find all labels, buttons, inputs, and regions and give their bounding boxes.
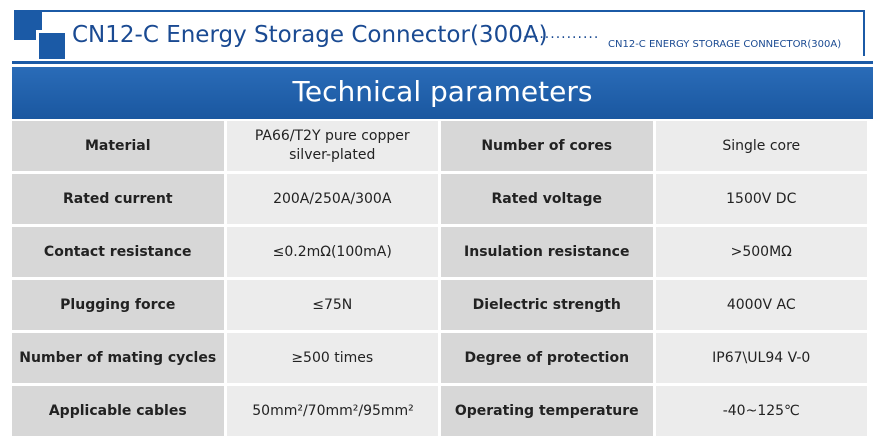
cell-text: Number of cores — [481, 137, 613, 154]
cell-text: Contact resistance — [43, 243, 192, 260]
param-value: 200A/250A/300A — [226, 174, 438, 224]
cell-text: Number of mating cycles — [19, 349, 217, 366]
header-title: CN12-C Energy Storage Connector(300A) — [72, 22, 548, 48]
param-label: Contact resistance — [12, 227, 224, 277]
param-value: 4000V AC — [655, 280, 867, 330]
cell-text: 50mm²/70mm²/95mm² — [252, 402, 414, 419]
cell-text: Plugging force — [60, 296, 176, 313]
cell-text: Material — [84, 137, 151, 154]
cell-text: 200A/250A/300A — [273, 190, 392, 207]
table-row: Rated current 200A/250A/300A Rated voltage… — [12, 174, 867, 224]
table-row: Material PA66/T2Y pure copper silver-plat… — [12, 121, 867, 171]
banner-title: Technical parameters — [12, 67, 873, 119]
param-label: Plugging force — [12, 280, 224, 330]
param-value: Single core — [655, 121, 867, 171]
param-label: Rated current — [12, 174, 224, 224]
logo — [36, 30, 68, 62]
param-value: PA66/T2Y pure copper silver-plated — [226, 121, 438, 171]
cell-text: 4000V AC — [726, 296, 796, 313]
cell-text: Single core — [722, 137, 801, 154]
param-label: Rated voltage — [441, 174, 653, 224]
param-label: Material — [12, 121, 224, 171]
cell-text: Insulation resistance — [464, 243, 630, 260]
param-label: Applicable cables — [12, 386, 224, 436]
param-value: IP67\UL94 V-0 — [655, 333, 867, 383]
table-row: Plugging force ≤75N Dielectric strength 400… — [12, 280, 867, 330]
table-row: Number of mating cycles ≥500 times Degree … — [12, 333, 867, 383]
param-label: Degree of protection — [441, 333, 653, 383]
param-label: Operating temperature — [441, 386, 653, 436]
param-value: >500MΩ — [655, 227, 867, 277]
cell-text: Degree of protection — [464, 349, 630, 366]
cell-text: ≤75N — [312, 296, 353, 313]
param-label: Dielectric strength — [441, 280, 653, 330]
cell-text: ≤0.2mΩ(100mA) — [272, 243, 392, 260]
param-label: Number of mating cycles — [12, 333, 224, 383]
param-value: 1500V DC — [655, 174, 867, 224]
table-row: Applicable cables 50mm²/70mm²/95mm² Operat… — [12, 386, 867, 436]
cell-text: Dielectric strength — [472, 296, 621, 313]
param-value: -40~125℃ — [655, 386, 867, 436]
param-value: ≤75N — [226, 280, 438, 330]
cell-text: >500MΩ — [730, 243, 792, 260]
param-value: 50mm²/70mm²/95mm² — [226, 386, 438, 436]
cell-text: IP67\UL94 V-0 — [712, 349, 811, 366]
cell-text: Applicable cables — [48, 402, 187, 419]
cell-text: 1500V DC — [726, 190, 797, 207]
table-row: Contact resistance ≤0.2mΩ(100mA) Insulatio… — [12, 227, 867, 277]
param-value: ≤0.2mΩ(100mA) — [226, 227, 438, 277]
dots: ·············· — [523, 30, 600, 46]
cell-text: ≥500 times — [291, 349, 374, 366]
cell-text: Rated current — [62, 190, 173, 207]
header-subtitle: CN12-C ENERGY STORAGE CONNECTOR(300A) — [608, 39, 842, 50]
header-frame — [14, 10, 865, 56]
spec-table: Material PA66/T2Y pure copper silver-plat… — [9, 118, 870, 439]
cell-text: Rated voltage — [491, 190, 602, 207]
param-label: Number of cores — [441, 121, 653, 171]
cell-text: PA66/T2Y pure copper silver-plated — [254, 128, 410, 163]
param-label: Insulation resistance — [441, 227, 653, 277]
cell-text: -40~125℃ — [722, 402, 800, 419]
cell-text: Operating temperature — [454, 402, 639, 419]
param-value: ≥500 times — [226, 333, 438, 383]
divider — [12, 61, 873, 64]
